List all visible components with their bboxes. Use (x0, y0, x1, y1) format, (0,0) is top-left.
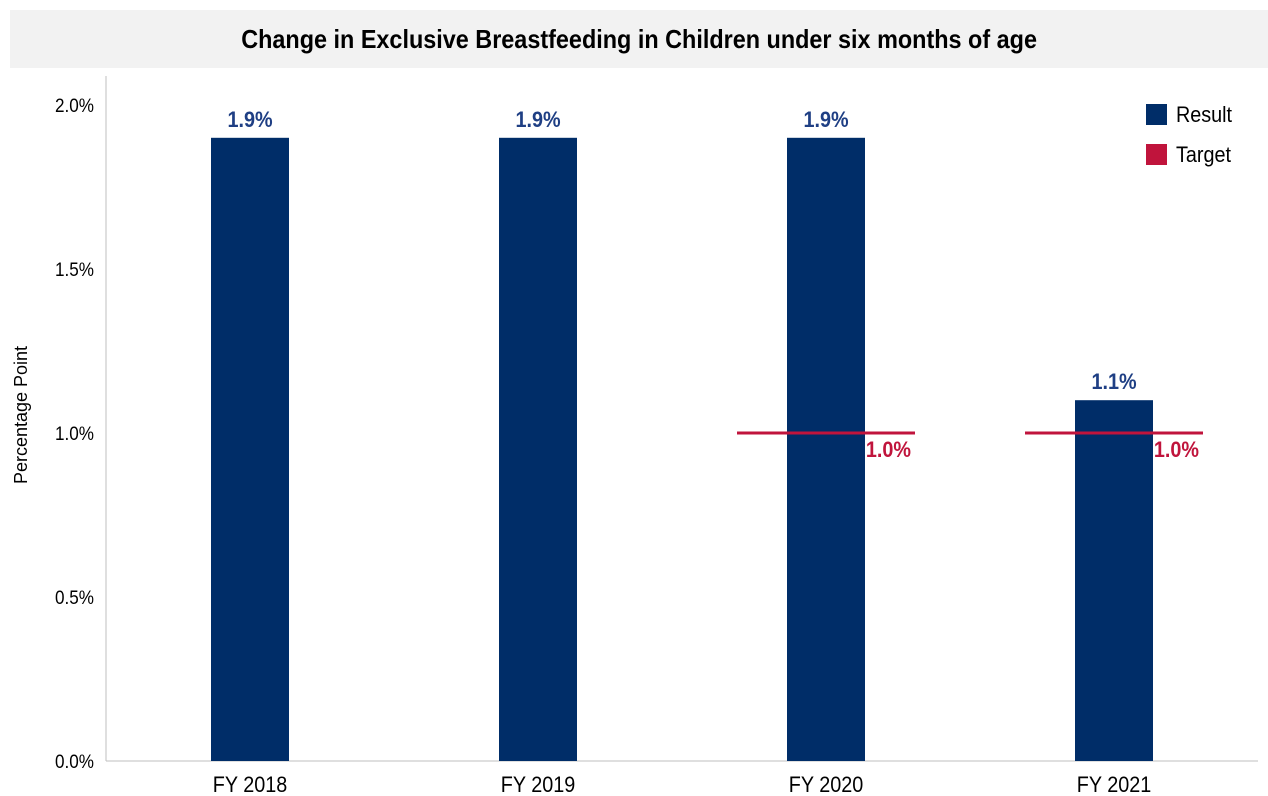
axes: 0.0% 0.5% 1.0% 1.5% 2.0% Percentage Point FY 2… (11, 76, 1258, 796)
result-bar (499, 137, 577, 762)
result-value-label: 1.9% (803, 108, 848, 132)
y-axis-title: Percentage Point (11, 346, 31, 484)
result-bars (211, 137, 1153, 762)
result-value-label: 1.9% (227, 108, 272, 132)
legend-label: Result (1176, 103, 1232, 127)
target-value-label: 1.0% (866, 438, 911, 462)
x-tick-label: FY 2020 (789, 773, 863, 796)
y-tick-label: 0.0% (55, 751, 94, 772)
legend-label: Target (1176, 143, 1231, 167)
result-bar (787, 137, 865, 762)
x-tick-label: FY 2018 (213, 773, 287, 796)
y-tick-label: 1.5% (55, 259, 94, 280)
y-tick-label: 0.5% (55, 587, 94, 608)
chart-title-bar: Change in Exclusive Breastfeeding in Chi… (10, 10, 1268, 68)
data-labels: 1.9% 1.9% 1.9% 1.1% 1.0% 1.0% (227, 108, 1199, 462)
result-bar (1075, 400, 1153, 761)
y-tick-label: 1.0% (55, 423, 94, 444)
result-value-label: 1.1% (1091, 370, 1136, 394)
chart-title: Change in Exclusive Breastfeeding in Chi… (241, 23, 1037, 54)
result-bar (211, 137, 289, 762)
target-value-label: 1.0% (1154, 438, 1199, 462)
x-tick-label: FY 2019 (501, 773, 575, 796)
x-tick-label: FY 2021 (1077, 773, 1151, 796)
result-value-label: 1.9% (515, 108, 560, 132)
legend-swatch (1146, 144, 1167, 165)
y-tick-label: 2.0% (55, 95, 94, 116)
legend-swatch (1146, 104, 1167, 125)
legend: Result Target (1146, 103, 1232, 167)
